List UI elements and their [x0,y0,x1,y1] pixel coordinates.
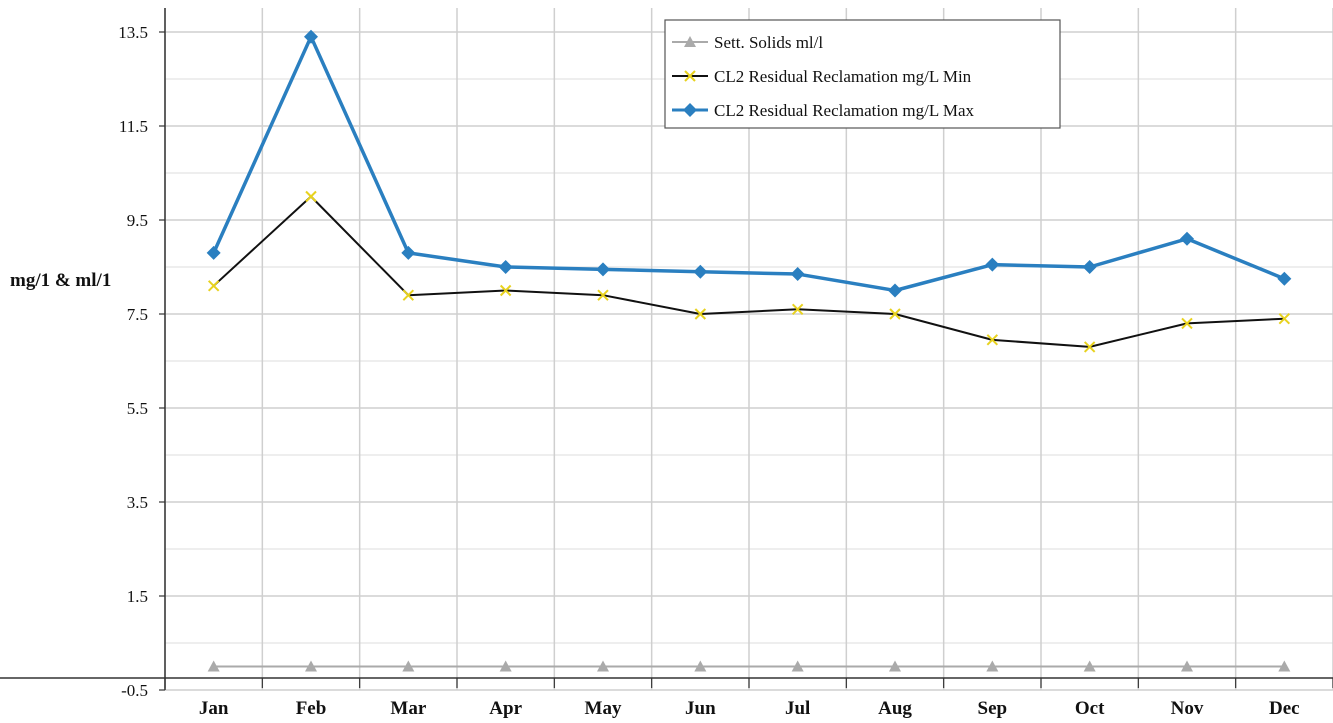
y-axis-ticks: 13.5 11.5 9.5 7.5 5.5 3.5 1.5 -0.5 [118,23,165,700]
data-point-cl2-min [694,308,707,320]
data-point-cl2-max [1277,271,1292,286]
data-point-cl2-min [499,284,512,297]
y-axis-label: mg/1 & ml/1 [10,270,111,291]
x-marker-stroke [499,284,512,297]
x-marker-stroke [207,280,220,292]
data-point-cl2-max [1082,260,1097,274]
x-tick-label: Dec [1269,698,1300,719]
x-marker-stroke [986,334,999,346]
data-point-cl2-max [304,29,318,44]
data-point-cl2-min [1278,312,1291,325]
legend-item-cl2-min: CL2 Residual Reclamation mg/L Min [672,67,972,86]
legend-label: CL2 Residual Reclamation mg/L Min [714,67,972,86]
x-marker-stroke [402,289,415,301]
x-marker-stroke [694,308,707,320]
data-point-cl2-max [401,245,416,260]
data-point-cl2-max [206,245,221,260]
data-point-sett-solids [499,660,512,672]
y-tick-label: 3.5 [127,493,148,512]
data-point-cl2-max [790,267,805,282]
x-tick-label: Sep [978,698,1008,719]
series-line-cl2-max [212,34,1285,293]
x-tick-label: Feb [296,698,327,719]
data-point-sett-solids [889,660,901,672]
series-sett-solids [207,660,1291,672]
y-tick-label: 11.5 [119,117,148,136]
y-tick-label: 5.5 [127,399,148,418]
series-line-cl2-min [212,195,1285,348]
data-point-sett-solids [597,660,609,672]
y-tick-label: 7.5 [127,305,148,324]
legend: Sett. Solids ml/l CL2 Residual Reclamatio… [664,19,1061,129]
data-point-sett-solids [1083,660,1096,672]
x-tick-label: Nov [1171,698,1204,719]
y-tick-label: -0.5 [121,681,148,700]
x-marker-stroke [597,289,609,301]
x-tick-label: Jul [785,698,810,719]
x-marker-stroke [791,303,804,316]
data-point-cl2-max [985,257,1000,272]
series-group [206,29,1292,672]
data-point-sett-solids [1181,660,1193,672]
data-point-sett-solids [791,660,804,672]
data-point-cl2-max [693,264,708,279]
x-tick-label: May [585,698,622,719]
data-point-sett-solids [1278,660,1291,672]
x-tick-label: Oct [1075,698,1105,719]
data-point-cl2-min [402,289,415,301]
axes [0,8,1333,690]
x-tick-label: Jun [685,698,716,719]
data-point-cl2-max [1180,231,1194,246]
legend-label: Sett. Solids ml/l [714,33,823,52]
legend-swatch-marker [684,70,696,82]
data-point-cl2-min [791,303,804,316]
data-point-sett-solids [305,660,317,672]
data-point-sett-solids [694,660,707,672]
x-tick-label: Mar [390,698,426,719]
y-tick-label: 9.5 [127,211,148,230]
y-tick-label: 1.5 [127,587,148,606]
legend-box [664,19,1061,129]
series-cl2-min [207,190,1291,353]
x-tick-label: Jan [199,698,229,719]
data-point-cl2-min [1083,341,1096,353]
x-tick-label: Apr [489,698,522,719]
x-marker-stroke [1278,312,1291,325]
legend-label: CL2 Residual Reclamation mg/L Max [714,101,974,120]
data-point-cl2-max [596,262,610,277]
x-marker-stroke [684,70,696,82]
x-tick-label: Aug [878,698,912,719]
data-point-cl2-min [305,190,317,203]
data-point-cl2-min [1181,317,1193,330]
legend-swatch-marker [684,36,696,47]
data-point-cl2-max [498,260,513,274]
grid-lines [164,8,1333,691]
data-point-sett-solids [402,660,415,672]
series-cl2-max [206,29,1292,298]
x-marker-stroke [1083,341,1096,353]
legend-item-sett-solids: Sett. Solids ml/l [672,33,823,52]
data-point-cl2-max [888,283,902,298]
data-point-sett-solids [207,660,220,672]
x-marker-stroke [1181,317,1193,330]
x-axis-ticks: Jan Feb Mar Apr May Jun Jul Aug Sep Oct Nov Dec [199,698,1300,719]
data-point-cl2-min [889,308,901,320]
data-point-cl2-min [986,334,999,346]
data-point-cl2-min [597,289,609,301]
legend-item-cl2-max: CL2 Residual Reclamation mg/L Max [672,101,974,120]
data-point-cl2-min [207,280,220,292]
y-tick-label: 13.5 [118,23,148,42]
data-point-sett-solids [986,660,999,672]
x-marker-stroke [305,190,317,203]
legend-swatch-marker [683,103,697,117]
x-marker-stroke [889,308,901,320]
